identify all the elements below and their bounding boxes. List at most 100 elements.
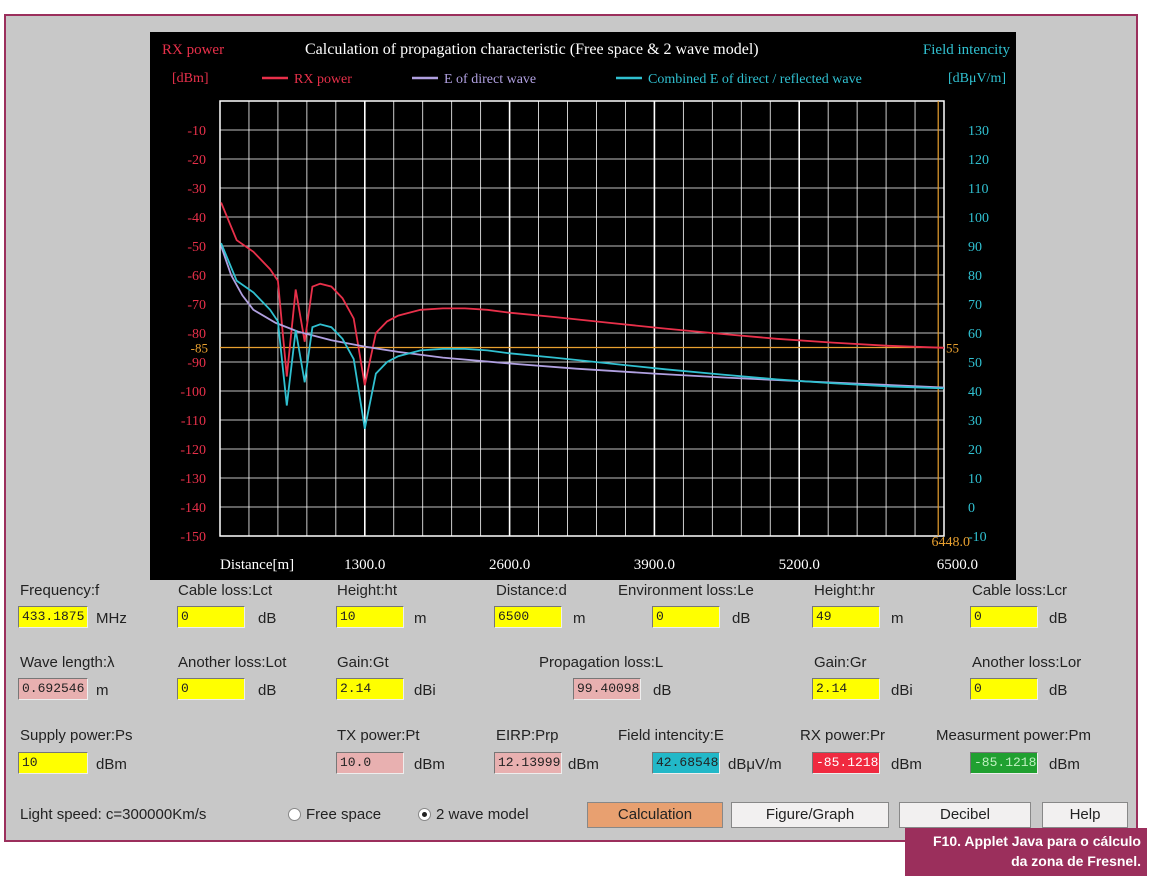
distance-label: Distance:d	[496, 582, 567, 599]
tx-power-field: 10.0	[336, 752, 404, 774]
left-tick-label: -40	[187, 211, 206, 226]
free-space-label: Free space	[306, 806, 382, 823]
help-button[interactable]: Help	[1042, 802, 1128, 828]
figure-graph-button[interactable]: Figure/Graph	[731, 802, 889, 828]
eirp-field: 12.13999	[494, 752, 562, 774]
another-loss-t-field[interactable]: 0	[177, 678, 245, 700]
series-line-3	[220, 242, 945, 429]
left-tick-label: -100	[180, 385, 206, 400]
cable-loss-t-field[interactable]: 0	[177, 606, 245, 628]
distance-field[interactable]: 6500	[494, 606, 562, 628]
height-t-unit: m	[414, 610, 427, 627]
chart-ticks: -10-20-30-40-50-60-70-80-90-100-110-120-…	[180, 124, 989, 573]
right-tick-label: 80	[968, 269, 982, 284]
another-loss-r-label: Another loss:Lor	[972, 654, 1082, 671]
radio-selected-icon	[418, 807, 431, 821]
field-intencity-label: Field intencity:E	[618, 727, 724, 744]
right-tick-label: -10	[968, 530, 987, 545]
plot-border	[219, 100, 945, 537]
two-wave-model-label: 2 wave model	[436, 806, 529, 823]
free-space-radio[interactable]: Free space	[288, 806, 381, 823]
x-tick-label: 3900.0	[634, 557, 675, 573]
left-tick-label: -130	[180, 472, 206, 487]
wave-length-field: 0.692546	[18, 678, 88, 700]
right-tick-label: 50	[968, 356, 982, 371]
height-r-unit: m	[891, 610, 904, 627]
eirp-unit: dBm	[568, 756, 599, 773]
legend-label: E of direct wave	[444, 72, 536, 87]
measurment-power-unit: dBm	[1049, 756, 1080, 773]
cable-loss-t-unit: dB	[258, 610, 277, 627]
wave-length-unit: m	[96, 682, 109, 699]
gain-t-label: Gain:Gt	[337, 654, 389, 671]
gain-t-field[interactable]: 2.14	[336, 678, 404, 700]
chart-panel: RX power Calculation of propagation char…	[150, 32, 1016, 580]
cable-loss-r-field[interactable]: 0	[970, 606, 1038, 628]
propagation-loss-unit: dB	[653, 682, 672, 699]
left-tick-label: -60	[187, 269, 206, 284]
environment-loss-unit: dB	[732, 610, 751, 627]
series-lines	[220, 202, 945, 429]
light-speed-text: Light speed: c=300000Km/s	[20, 806, 207, 823]
caption-line-1: F10. Applet Java para o cálculo	[932, 833, 1141, 849]
height-t-label: Height:ht	[337, 582, 398, 599]
propagation-loss-field: 99.40098	[573, 678, 641, 700]
left-tick-label: -70	[187, 298, 206, 313]
height-r-label: Height:hr	[814, 582, 875, 599]
field-intencity-field: 42.68548	[652, 752, 720, 774]
right-tick-label: 20	[968, 443, 982, 458]
cable-loss-r-label: Cable loss:Lcr	[972, 582, 1068, 599]
another-loss-r-field[interactable]: 0	[970, 678, 1038, 700]
another-loss-r-unit: dB	[1049, 682, 1068, 699]
series-line-2	[220, 245, 945, 389]
x-tick-label: 2600.0	[489, 557, 530, 573]
figure-caption: F10. Applet Java para o cálculo da zona …	[905, 828, 1147, 876]
frequency-field[interactable]: 433.1875	[18, 606, 88, 628]
height-t-field[interactable]: 10	[336, 606, 404, 628]
right-axis-name: Field intencity	[923, 42, 1011, 58]
x-axis-label: Distance[m]	[220, 557, 294, 573]
left-tick-label: -140	[180, 501, 206, 516]
x-tick-label: 1300.0	[344, 557, 385, 573]
cable-loss-t-label: Cable loss:Lct	[178, 582, 273, 599]
right-tick-label: 110	[968, 182, 988, 197]
rx-power-field: -85.1218	[812, 752, 880, 774]
height-r-field[interactable]: 49	[812, 606, 880, 628]
left-tick-label: -30	[187, 182, 206, 197]
applet-window: RX power Calculation of propagation char…	[4, 14, 1138, 842]
gain-r-field[interactable]: 2.14	[812, 678, 880, 700]
right-tick-label: 70	[968, 298, 982, 313]
left-tick-label: -120	[180, 443, 206, 458]
decibel-button[interactable]: Decibel	[899, 802, 1031, 828]
right-tick-label: 40	[968, 385, 982, 400]
marker-right-label: 55	[946, 341, 959, 356]
gain-t-unit: dBi	[414, 682, 436, 699]
right-tick-label: 120	[968, 153, 989, 168]
marker-lines: -85 55 6448.0	[191, 101, 970, 550]
x-tick-label: 5200.0	[779, 557, 820, 573]
right-tick-label: 0	[968, 501, 975, 516]
x-tick-label: 6500.0	[937, 557, 978, 573]
chart-legend: RX power E of direct wave Combined E of di…	[262, 72, 862, 87]
left-tick-label: -110	[181, 414, 206, 429]
calculation-button[interactable]: Calculation	[587, 802, 723, 828]
two-wave-model-radio[interactable]: 2 wave model	[418, 806, 529, 823]
measurment-power-label: Measurment power:Pm	[936, 727, 1092, 744]
left-tick-label: -80	[187, 327, 206, 342]
left-axis-unit: [dBm]	[172, 71, 209, 86]
right-tick-label: 10	[968, 472, 982, 487]
frequency-unit: MHz	[96, 610, 127, 627]
environment-loss-field[interactable]: 0	[652, 606, 720, 628]
rx-power-unit: dBm	[891, 756, 922, 773]
right-tick-label: 100	[968, 211, 989, 226]
eirp-label: EIRP:Prp	[496, 727, 559, 744]
gain-r-label: Gain:Gr	[814, 654, 867, 671]
chart-title: Calculation of propagation characteristi…	[305, 41, 759, 58]
rx-power-label: RX power:Pr	[800, 727, 886, 744]
left-tick-label: -10	[187, 124, 206, 139]
legend-label: Combined E of direct / reflected wave	[648, 72, 862, 87]
left-tick-label: -50	[187, 240, 206, 255]
supply-power-field[interactable]: 10	[18, 752, 88, 774]
right-tick-label: 90	[968, 240, 982, 255]
field-intencity-unit: dBμV/m	[728, 756, 782, 773]
